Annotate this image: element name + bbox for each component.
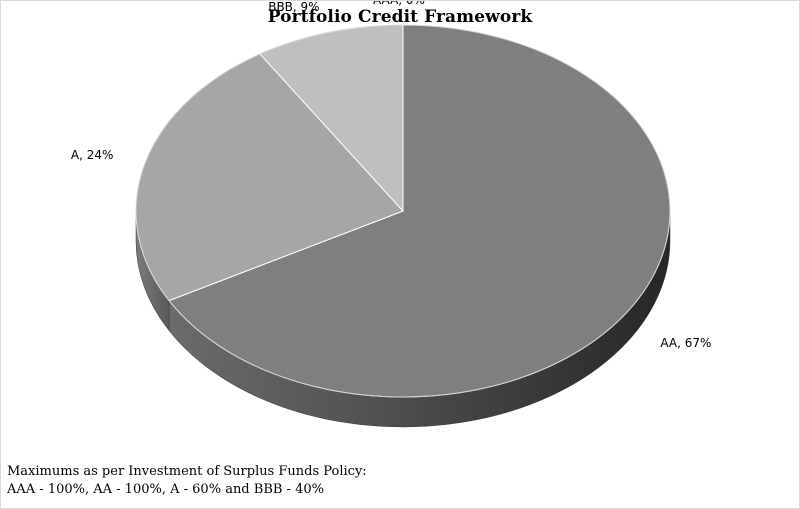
chart-title: Portfolio Credit Framework [267,7,533,27]
footnote-line-2: AAA - 100%, AA - 100%, A - 60% and BBB -… [7,482,324,497]
data-label-aa: AA, 67% [660,336,711,350]
pie-rim [135,24,671,398]
data-label-aaa: AAA, 0% [373,1,425,7]
pie-chart: AA, 67% A, 24% BBB, 9% AAA, 0% [71,1,712,428]
policy-footnote: Maximums as per Investment of Surplus Fu… [7,463,367,499]
pie-data-labels: AA, 67% A, 24% BBB, 9% AAA, 0% [71,1,712,350]
data-label-a: A, 24% [71,148,114,162]
pie-top-faces [135,24,671,398]
data-label-bbb: BBB, 9% [268,1,319,14]
footnote-line-1: Maximums as per Investment of Surplus Fu… [7,464,367,479]
